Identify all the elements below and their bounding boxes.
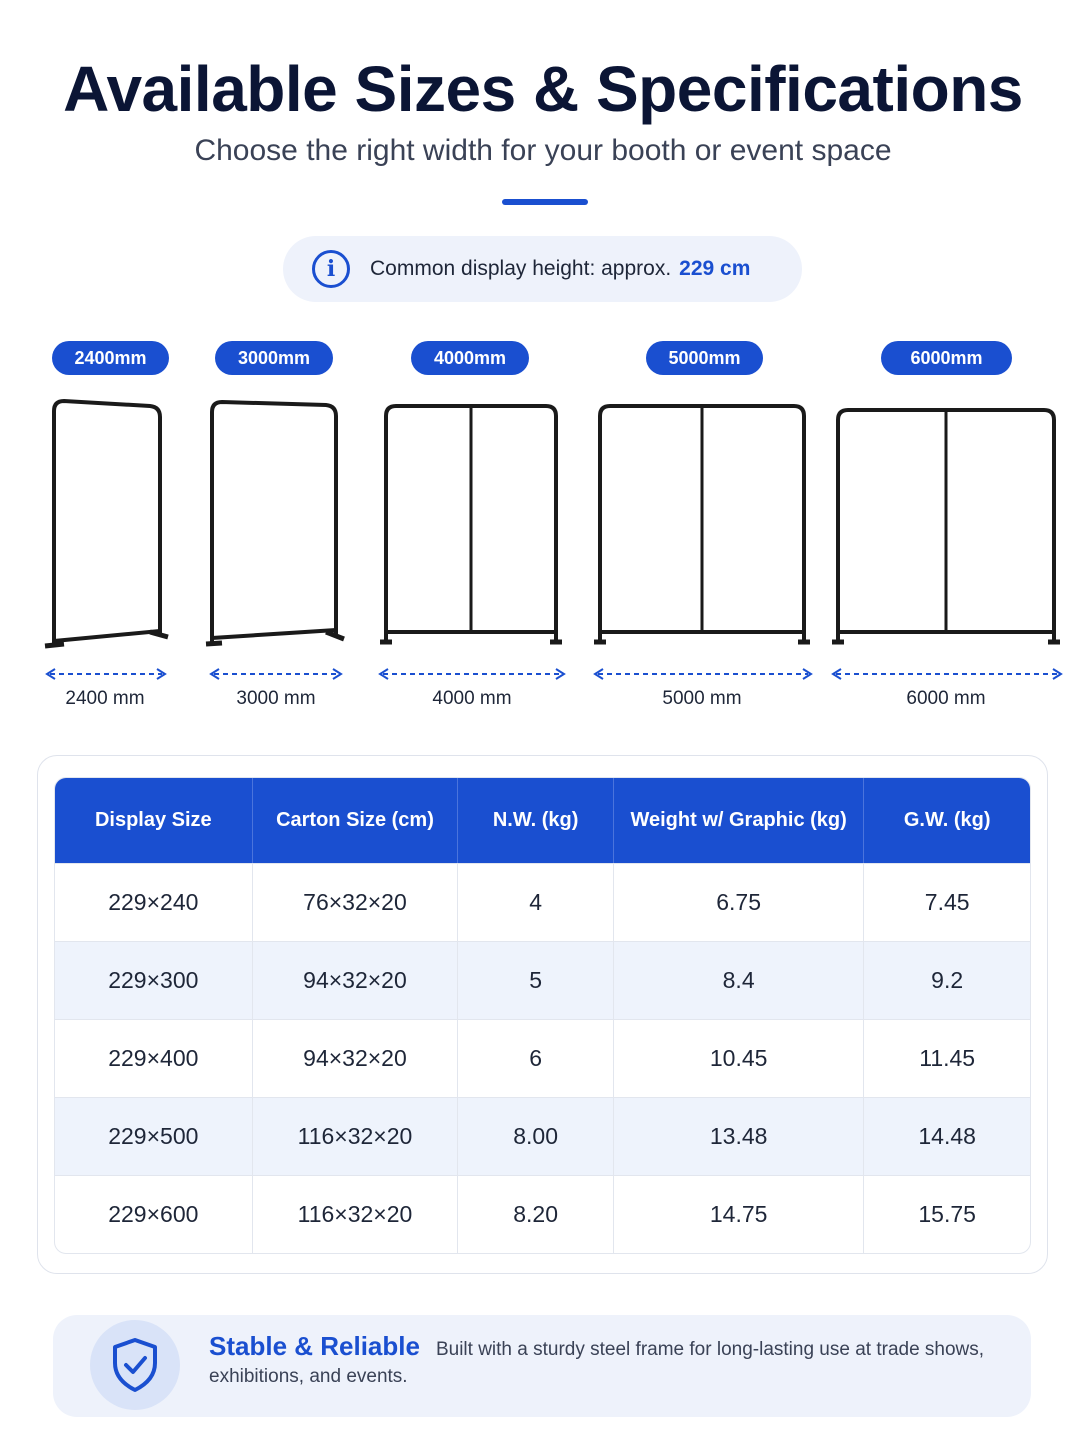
table-cell: 116×32×20	[252, 1175, 459, 1253]
frame-illustration-6000	[832, 408, 1060, 645]
table-cell: 229×300	[55, 941, 253, 1019]
width-arrow-5000	[593, 668, 813, 680]
frame-illustration-2400	[44, 398, 169, 649]
shield-check-icon	[90, 1320, 180, 1410]
table-cell: 13.48	[613, 1097, 865, 1175]
table-cell: 9.2	[864, 941, 1030, 1019]
table-header-cell: Display Size	[55, 778, 253, 863]
size-badge-6000: 6000mm	[881, 341, 1012, 375]
table-row: 229×300 94×32×20 5 8.4 9.2	[55, 941, 1030, 1019]
feature-description: Stable & Reliable Built with a sturdy ste…	[209, 1333, 1009, 1390]
table-row: 229×600 116×32×20 8.20 14.75 15.75	[55, 1175, 1030, 1253]
table-cell: 94×32×20	[252, 941, 459, 1019]
table-header-cell: Carton Size (cm)	[252, 778, 459, 863]
table-cell: 15.75	[864, 1175, 1030, 1253]
width-label-3000: 3000 mm	[236, 688, 316, 709]
frame-illustration-4000	[380, 404, 562, 645]
table-cell: 94×32×20	[252, 1019, 459, 1097]
table-row: 229×240 76×32×20 4 6.75 7.45	[55, 863, 1030, 941]
feature-text: Built with a sturdy steel frame for long…	[209, 1339, 985, 1387]
table-header-cell: G.W. (kg)	[864, 778, 1030, 863]
table-row: 229×400 94×32×20 6 10.45 11.45	[55, 1019, 1030, 1097]
table-cell: 8.00	[458, 1097, 614, 1175]
table-cell: 5	[458, 941, 614, 1019]
table-header-cell: N.W. (kg)	[458, 778, 614, 863]
width-arrow-4000	[378, 668, 566, 680]
page-title: Available Sizes & Specifications	[63, 53, 1023, 125]
table-cell: 11.45	[864, 1019, 1030, 1097]
info-icon: i	[312, 250, 350, 288]
width-label-4000: 4000 mm	[432, 688, 512, 709]
size-badge-3000: 3000mm	[215, 341, 333, 375]
table-cell: 10.45	[613, 1019, 865, 1097]
table-cell: 14.48	[864, 1097, 1030, 1175]
width-arrow-6000	[831, 668, 1063, 680]
height-info-banner: i Common display height: approx. 229 cm	[283, 236, 802, 302]
size-badge-5000: 5000mm	[646, 341, 763, 375]
title-accent-divider	[502, 199, 588, 205]
table-header-cell: Weight w/ Graphic (kg)	[613, 778, 865, 863]
size-badge-4000: 4000mm	[411, 341, 529, 375]
table-cell: 7.45	[864, 863, 1030, 941]
width-label-2400: 2400 mm	[65, 688, 145, 709]
table-cell: 229×600	[55, 1175, 253, 1253]
width-label-6000: 6000 mm	[906, 688, 986, 709]
table-cell: 4	[458, 863, 614, 941]
frame-illustration-3000	[205, 399, 345, 647]
table-cell: 6	[458, 1019, 614, 1097]
table-cell: 6.75	[613, 863, 865, 941]
height-info-value: 229 cm	[679, 257, 751, 280]
table-cell: 116×32×20	[252, 1097, 459, 1175]
table-cell: 8.4	[613, 941, 865, 1019]
table-cell: 229×400	[55, 1019, 253, 1097]
width-arrow-3000	[209, 668, 343, 680]
feature-title: Stable & Reliable	[209, 1331, 420, 1361]
table-cell: 76×32×20	[252, 863, 459, 941]
table-row: 229×500 116×32×20 8.00 13.48 14.48	[55, 1097, 1030, 1175]
table-cell: 229×500	[55, 1097, 253, 1175]
height-info-text: Common display height: approx.	[370, 257, 672, 280]
width-label-5000: 5000 mm	[662, 688, 742, 709]
table-header-row: Display Size Carton Size (cm) N.W. (kg) …	[55, 778, 1030, 863]
spec-table: Display Size Carton Size (cm) N.W. (kg) …	[54, 777, 1031, 1254]
frame-illustration-5000	[594, 404, 810, 645]
table-cell: 8.20	[458, 1175, 614, 1253]
table-cell: 14.75	[613, 1175, 865, 1253]
size-badge-2400: 2400mm	[52, 341, 169, 375]
feature-card	[53, 1315, 1031, 1417]
table-cell: 229×240	[55, 863, 253, 941]
page-subtitle: Choose the right width for your booth or…	[194, 134, 892, 167]
width-arrow-2400	[45, 668, 167, 680]
